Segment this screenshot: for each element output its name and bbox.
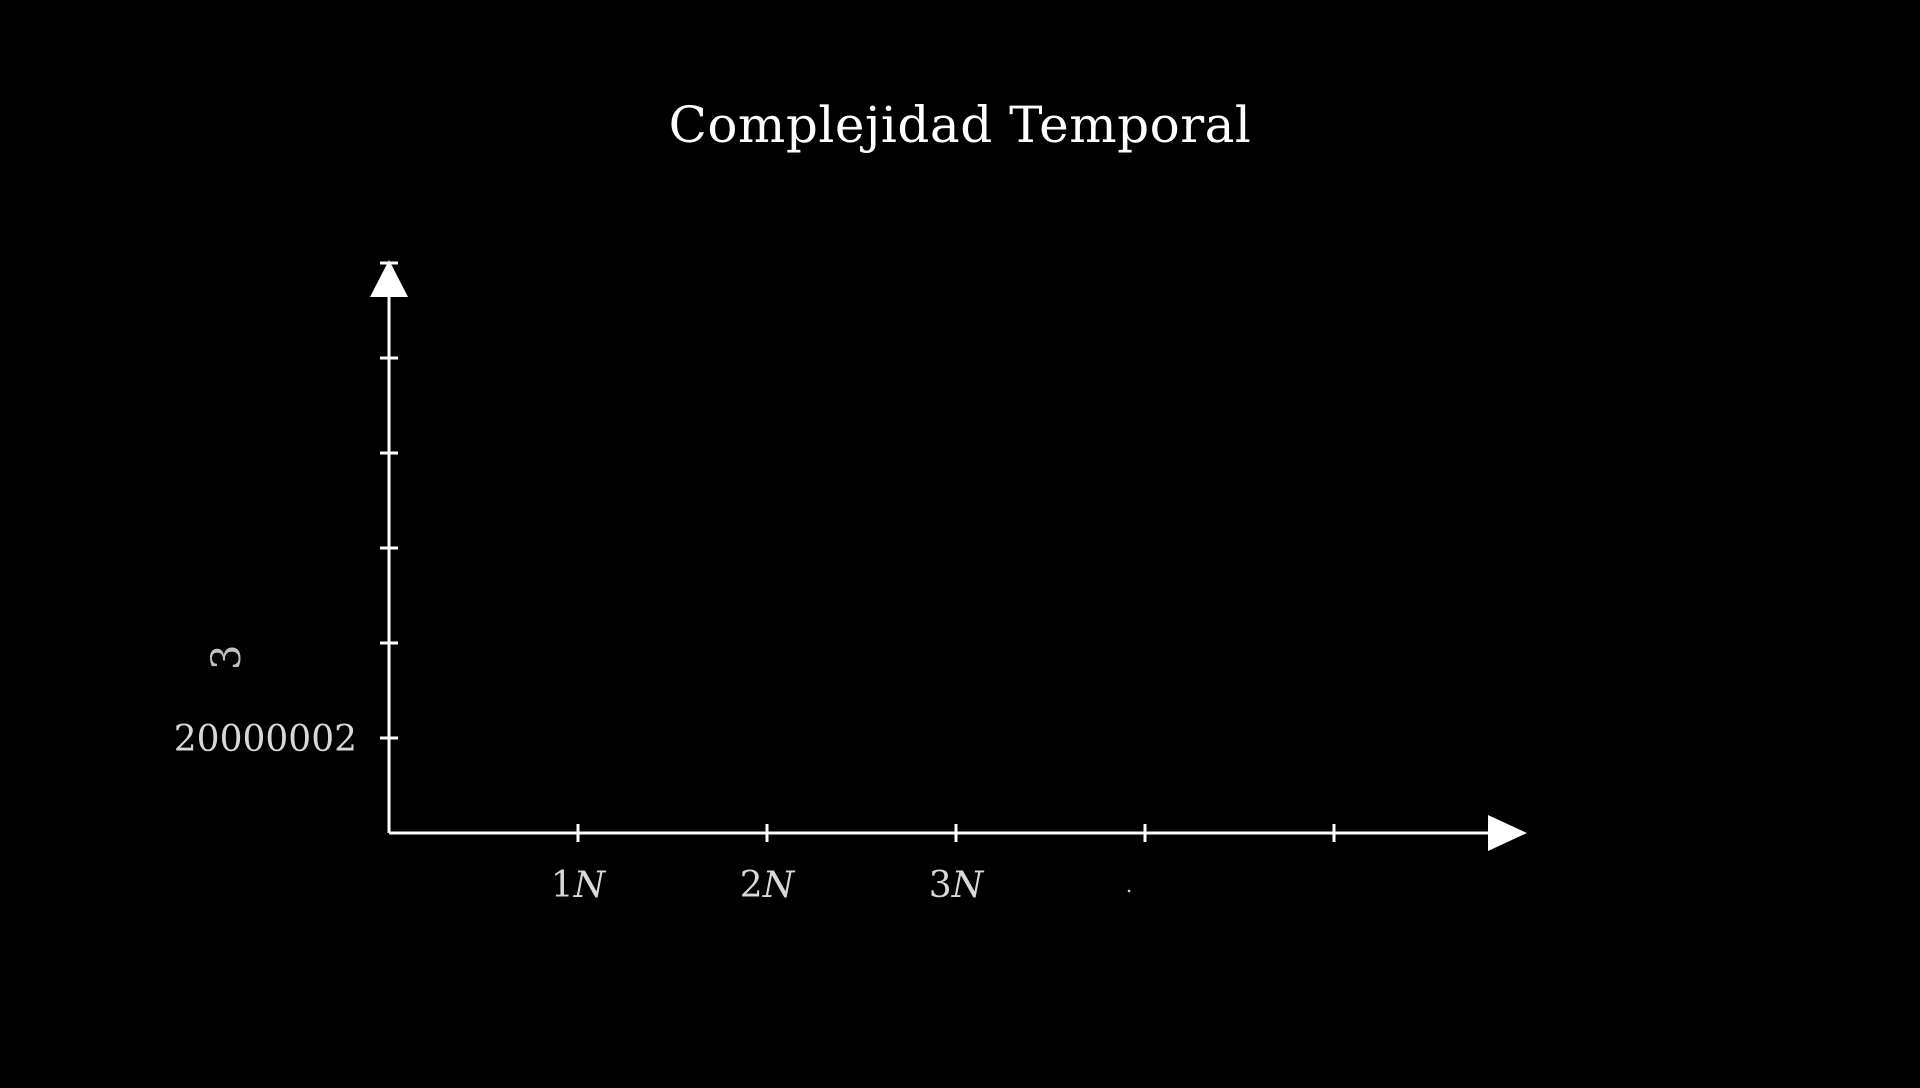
y-tick-label-partial: 3 xyxy=(204,645,250,670)
x-tick-label: 3N xyxy=(929,865,985,906)
x-tick-label: . xyxy=(1126,873,1132,897)
x-tick-label: 1N xyxy=(551,865,607,906)
x-tick-label-variable: N xyxy=(762,865,796,906)
x-axis-arrow xyxy=(1488,815,1527,851)
ticks-group xyxy=(380,261,1336,842)
x-tick-label-variable: N xyxy=(573,865,607,906)
x-tick-label: 2N xyxy=(740,865,796,906)
y-axis-arrow xyxy=(370,260,408,297)
chart-title: Complejidad Temporal xyxy=(668,96,1252,154)
tick-labels-group: 1N 2N 3N . 20000002 3 xyxy=(174,645,1132,906)
x-tick-label-variable: N xyxy=(951,865,985,906)
y-tick-label: 20000002 xyxy=(174,719,357,760)
axes-group xyxy=(370,260,1527,851)
